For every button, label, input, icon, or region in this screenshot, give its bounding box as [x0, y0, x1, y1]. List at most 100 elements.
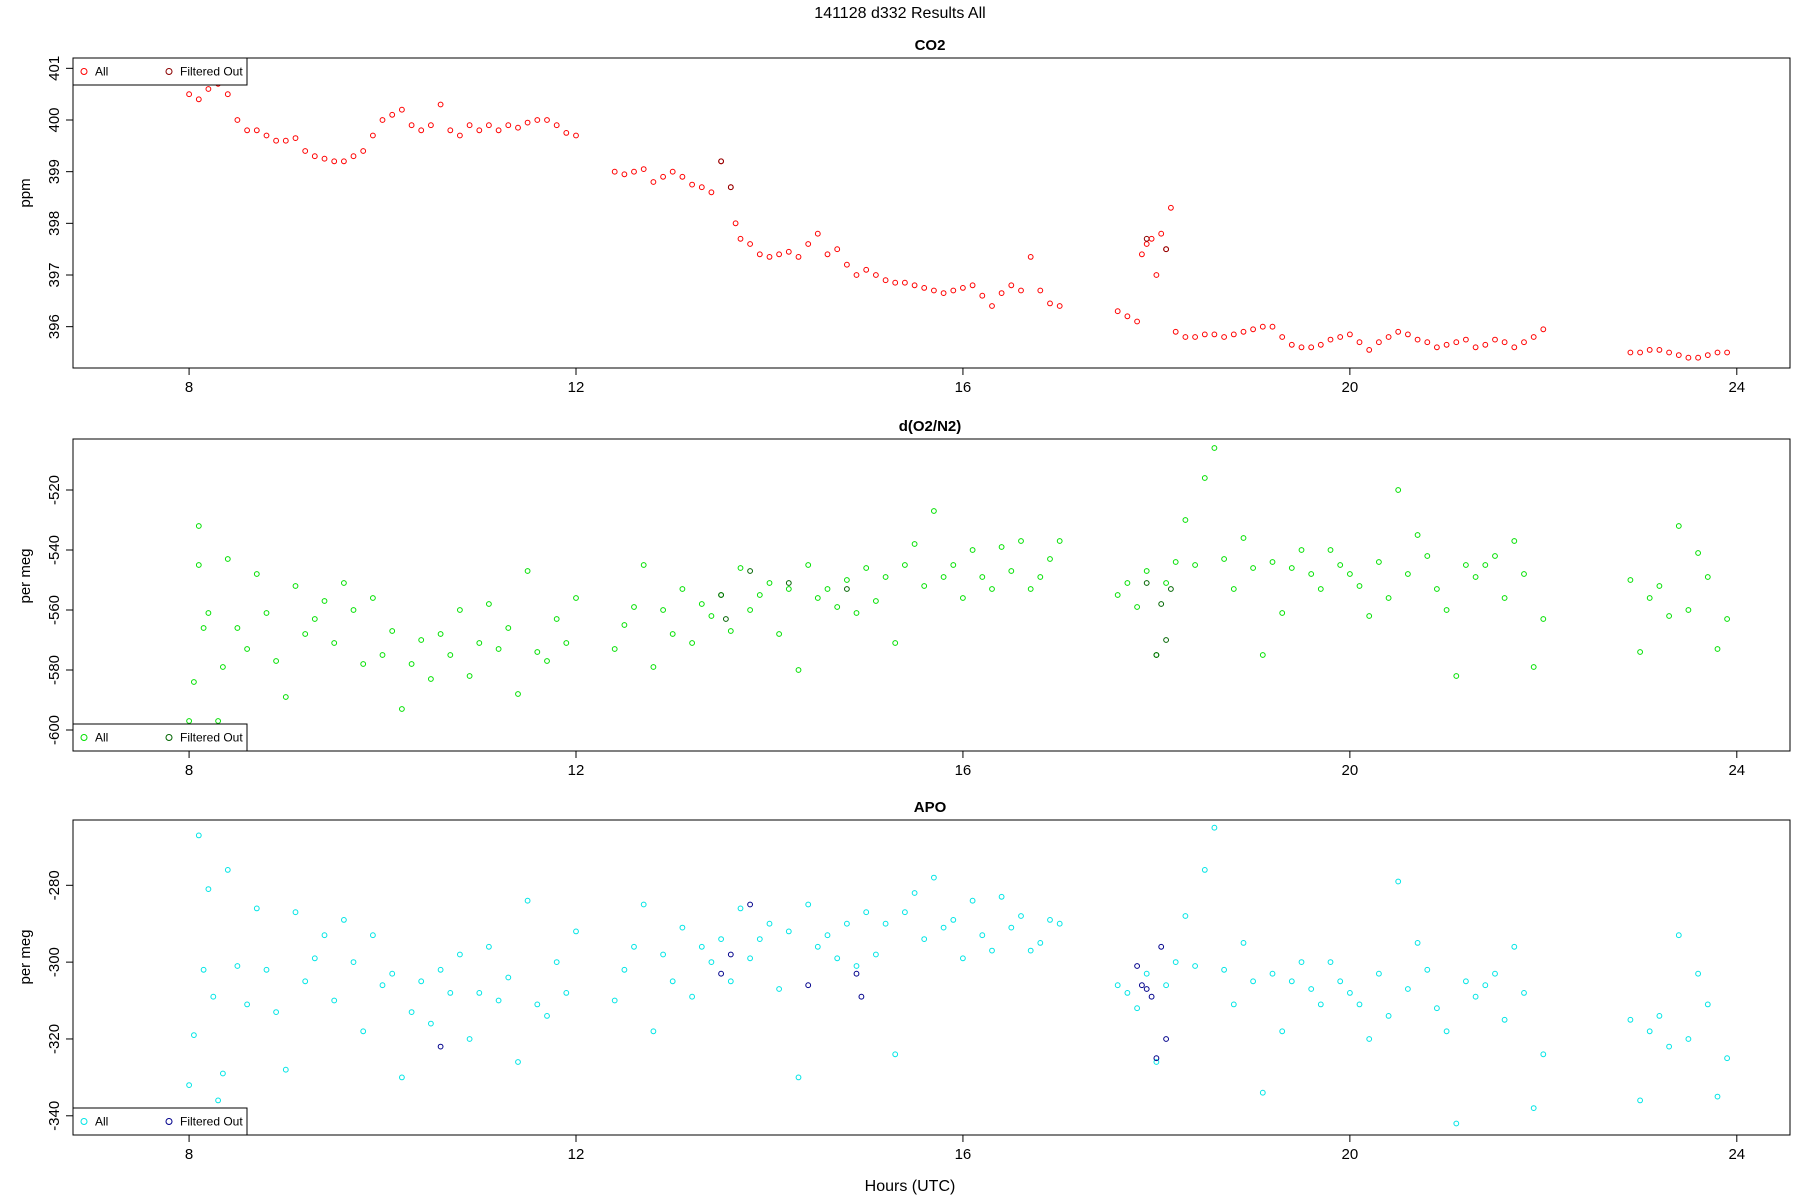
o2n2-point-all: [998, 544, 1005, 550]
apo-point-all: [1259, 1089, 1266, 1096]
co2-point-all: [524, 119, 531, 126]
apo-point-all: [220, 1070, 226, 1077]
apo-point-all: [776, 986, 782, 992]
co2-point-all: [824, 251, 831, 258]
apo-points: [186, 824, 1730, 1127]
o2n2-point-all: [466, 673, 473, 679]
panel-o2n2: d(O2/N2) per meg 8 12 16 20 24 -600 -580 -560 -5…: [17, 418, 1791, 779]
o2n2-point-all: [1424, 553, 1431, 559]
o2n2-point-all: [360, 661, 367, 667]
o2n2-point-all: [814, 595, 821, 601]
co2-point-filtered-out: [1143, 235, 1150, 242]
o2n2-point-all: [1695, 550, 1701, 556]
apo-point-all: [766, 920, 773, 927]
o2n2-point-filtered-out: [1168, 586, 1174, 592]
o2n2-y-tick-label: -520: [46, 475, 63, 505]
apo-legend-label: All: [95, 1115, 108, 1129]
o2n2-point-all: [341, 580, 347, 586]
co2-point-all: [1153, 272, 1160, 278]
o2n2-point-all: [544, 658, 550, 664]
o2n2-point-all: [1192, 562, 1198, 568]
apo-y-tick-label: -300: [46, 947, 63, 977]
apo-point-all: [698, 943, 705, 950]
co2-legend-box: [72, 57, 248, 86]
o2n2-point-all: [863, 565, 870, 571]
o2n2-point-all: [1463, 562, 1469, 568]
apo-point-all: [486, 943, 492, 950]
o2n2-point-all: [1056, 538, 1063, 544]
co2-point-all: [834, 246, 841, 253]
co2-y-tick-label: 401: [46, 56, 63, 81]
co2-point-all: [882, 277, 889, 284]
apo-point-all: [940, 924, 947, 931]
apo-point-all: [1018, 913, 1024, 919]
apo-point-all: [1685, 1036, 1692, 1042]
x-axis-label: Hours (UTC): [865, 1178, 956, 1195]
co2-point-all: [1211, 331, 1218, 338]
apo-legend-box: [72, 1107, 248, 1136]
apo-point-all: [660, 951, 666, 958]
co2-point-all: [1182, 334, 1189, 340]
apo-plot-frame: [72, 819, 1791, 1136]
apo-point-all: [191, 1032, 197, 1038]
co2-point-all: [950, 287, 957, 294]
co2-x-tick-label: 8: [185, 379, 193, 396]
o2n2-point-all: [776, 631, 782, 637]
o2n2-point-all: [1492, 553, 1498, 559]
apo-point-all: [544, 1013, 550, 1019]
co2-point-all: [732, 220, 739, 227]
apo-point-all: [853, 963, 860, 969]
o2n2-point-all: [844, 577, 850, 583]
apo-point-all: [1192, 963, 1198, 969]
o2n2-point-all: [1211, 445, 1218, 451]
co2-point-all: [640, 166, 647, 173]
co2-point-all: [1269, 323, 1276, 330]
o2n2-x-tick-label: 8: [185, 762, 193, 779]
co2-point-all: [1158, 230, 1165, 237]
apo-point-all: [1143, 970, 1150, 977]
apo-point-all: [863, 909, 870, 916]
apo-point-all: [1714, 1093, 1721, 1100]
o2n2-point-all: [1453, 673, 1460, 679]
co2-point-all: [302, 148, 309, 154]
apo-point-all: [200, 966, 207, 973]
co2-point-all: [660, 173, 666, 180]
apo-point-all: [263, 966, 270, 973]
panel-apo: APO per meg 8 12 16 20 24 -340 -320 -300 -280 All…: [17, 799, 1791, 1163]
co2-point-all: [1501, 339, 1508, 346]
co2-point-all: [292, 135, 299, 142]
apo-legend-label: Filtered Out: [180, 1115, 243, 1129]
co2-point-all: [1018, 287, 1024, 294]
apo-point-all: [311, 955, 318, 962]
apo-point-all: [708, 959, 715, 965]
apo-point-all: [1453, 1120, 1460, 1127]
o2n2-point-all: [1685, 607, 1692, 613]
o2n2-point-all: [1288, 565, 1295, 571]
apo-point-all: [1395, 878, 1402, 885]
o2n2-point-all: [263, 610, 270, 616]
panel-co2-title: CO2: [915, 37, 946, 54]
co2-point-all: [1395, 328, 1402, 335]
o2n2-point-all: [1163, 580, 1169, 586]
co2-point-all: [495, 127, 502, 134]
o2n2-point-all: [727, 628, 734, 634]
o2n2-point-all: [611, 646, 618, 652]
apo-point-all: [534, 1001, 541, 1008]
o2n2-point-all: [370, 595, 376, 601]
co2-point-all: [399, 106, 405, 113]
o2n2-point-all: [1008, 568, 1015, 574]
co2-point-all: [902, 279, 908, 286]
co2-point-all: [1646, 347, 1653, 353]
apo-point-all: [1521, 990, 1527, 996]
co2-point-all: [1385, 334, 1392, 340]
o2n2-point-all: [1143, 568, 1150, 574]
o2n2-point-all: [331, 640, 338, 646]
o2n2-point-all: [1414, 532, 1421, 538]
o2n2-point-all: [1308, 571, 1315, 577]
co2-point-all: [1405, 331, 1411, 338]
o2n2-y-tick-label: -600: [46, 715, 63, 745]
apo-point-all: [1405, 986, 1411, 992]
o2n2-point-all: [708, 613, 715, 619]
co2-point-all: [563, 130, 570, 136]
co2-y-tick-label: 397: [46, 262, 63, 287]
